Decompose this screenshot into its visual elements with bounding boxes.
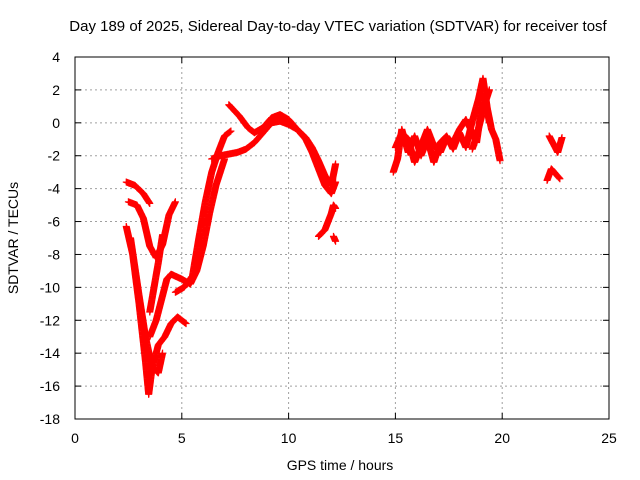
y-axis-label: SDTVAR / TECUs: [5, 182, 21, 294]
series-trace-i: [208, 117, 340, 189]
series-trace-f: [146, 231, 167, 316]
x-tick-label: 5: [178, 430, 186, 446]
series-trace-n: [468, 86, 493, 153]
data-point: [159, 349, 167, 357]
data-point: [146, 199, 154, 207]
y-tick-label: 4: [52, 49, 60, 65]
x-axis-label: GPS time / hours: [287, 457, 394, 473]
data-point: [496, 157, 504, 165]
x-tick-label: 25: [601, 430, 617, 446]
y-tick-label: -6: [48, 214, 61, 230]
series-trace-p: [545, 132, 566, 156]
grid-layer: [75, 57, 609, 419]
series-trace-j: [315, 201, 340, 240]
y-tick-label: -4: [48, 181, 61, 197]
data-point: [227, 127, 235, 135]
series-trace-o: [543, 165, 564, 184]
x-tick-label: 10: [281, 430, 297, 446]
plot-frame: [74, 56, 610, 420]
series-trace-a: [122, 178, 154, 207]
data-point: [556, 175, 564, 183]
y-tick-label: 0: [52, 115, 60, 131]
series-trace-d: [127, 234, 167, 377]
y-tick-label: -10: [40, 279, 60, 295]
data-point: [332, 204, 340, 212]
data-layer: [122, 74, 566, 398]
data-point: [332, 160, 340, 168]
data-point: [182, 320, 190, 328]
y-tick-label: -16: [40, 378, 60, 394]
y-tick-label: -8: [48, 246, 61, 262]
y-tick-label: -12: [40, 312, 60, 328]
y-tick-label: -18: [40, 411, 60, 427]
data-point: [485, 119, 493, 127]
x-tick-label: 0: [71, 430, 79, 446]
data-point: [332, 237, 340, 245]
tick-layer: 0 5 10 15 20 25 -18 -16 -14 -12 -10 -8 -6 -4 -2 0 2 4: [40, 49, 617, 446]
y-tick-label: 2: [52, 82, 60, 98]
x-tick-label: 15: [388, 430, 404, 446]
y-tick-label: -2: [48, 148, 61, 164]
series-trace-k: [329, 232, 340, 245]
data-point: [171, 198, 179, 206]
x-tick-label: 20: [494, 430, 510, 446]
data-point: [558, 134, 566, 142]
data-point: [159, 231, 167, 239]
data-point: [485, 86, 493, 94]
chart-title: Day 189 of 2025, Sidereal Day-to-day VTE…: [69, 18, 607, 35]
y-tick-label: -14: [40, 345, 60, 361]
